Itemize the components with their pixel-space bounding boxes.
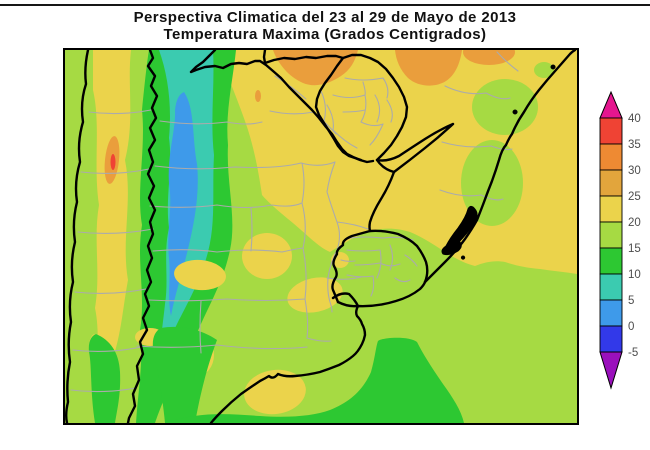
province-borders xyxy=(70,51,519,393)
legend-tick-label: 35 xyxy=(628,139,641,151)
legend-segment xyxy=(599,195,623,223)
legend-segment xyxy=(599,325,623,353)
pacific-coastline xyxy=(65,50,90,423)
legend-tick-label: 25 xyxy=(628,191,641,203)
legend-segment xyxy=(599,117,623,145)
bolivia-paraguay-border xyxy=(262,50,345,65)
legend-tick-label: -5 xyxy=(628,347,638,359)
atlantic-coastline-brazil xyxy=(423,50,577,284)
legend-tick-label: 5 xyxy=(628,295,634,307)
temperature-fill-layer xyxy=(65,50,577,423)
legend-segment xyxy=(599,273,623,301)
legend-tick-label: 20 xyxy=(628,217,641,229)
west-warm-band xyxy=(93,50,131,381)
buenos-aires-coastline xyxy=(209,292,367,423)
uruguay-south-coast xyxy=(336,280,427,308)
uruguay-river-border xyxy=(331,170,396,304)
misiones-wedge xyxy=(375,122,455,174)
legend-tick-label: 15 xyxy=(628,243,641,255)
legend-arrow-up xyxy=(599,90,623,119)
title-block: Perspectiva Climatica del 23 al 29 de Ma… xyxy=(0,9,650,43)
legend-arrow-down xyxy=(599,351,623,390)
legend-tick-label: 40 xyxy=(628,113,641,125)
coast-islets xyxy=(461,64,556,260)
lagoa-mirim xyxy=(441,240,462,256)
legend-segment xyxy=(599,299,623,327)
legend-tick-label: 0 xyxy=(628,321,634,333)
legend-svg: 40 35 30 25 20 15 10 5 0 -5 xyxy=(599,90,641,390)
brazil-state-lines xyxy=(439,51,519,201)
temperature-legend: 40 35 30 25 20 15 10 5 0 -5 xyxy=(592,88,650,408)
hot-red-core xyxy=(110,154,116,170)
legend-segment xyxy=(599,247,623,275)
paraguay-department-lines xyxy=(326,77,393,149)
brazil-uruguay-border xyxy=(368,229,429,284)
country-borders xyxy=(65,50,577,423)
uruguay-department-lines xyxy=(340,236,418,297)
legend-tick-label: 10 xyxy=(628,269,641,281)
paraguay-outline xyxy=(314,53,409,162)
legend-segment xyxy=(599,169,623,197)
andes-blue-core xyxy=(168,92,198,316)
map-frame xyxy=(63,48,579,425)
legend-tick-label: 30 xyxy=(628,165,641,177)
top-rule xyxy=(0,4,650,6)
legend-segment xyxy=(599,221,623,249)
map-subtitle: Temperatura Maxima (Grados Centigrados) xyxy=(163,26,487,43)
temperature-map xyxy=(65,50,577,423)
argentina-province-lines xyxy=(136,75,337,354)
chile-argentina-border xyxy=(126,50,159,423)
chile-province-lines xyxy=(70,109,154,393)
map-title: Perspectiva Climatica del 23 al 29 de Ma… xyxy=(133,9,517,26)
legend-segment xyxy=(599,143,623,171)
